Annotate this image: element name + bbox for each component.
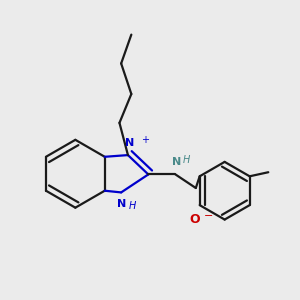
Text: −: − bbox=[204, 211, 213, 220]
Text: N: N bbox=[125, 138, 134, 148]
Text: +: + bbox=[141, 135, 149, 145]
Text: H: H bbox=[183, 155, 190, 165]
Text: O: O bbox=[189, 213, 200, 226]
Text: N: N bbox=[117, 199, 127, 208]
Text: H: H bbox=[129, 201, 136, 211]
Text: N: N bbox=[172, 157, 181, 167]
